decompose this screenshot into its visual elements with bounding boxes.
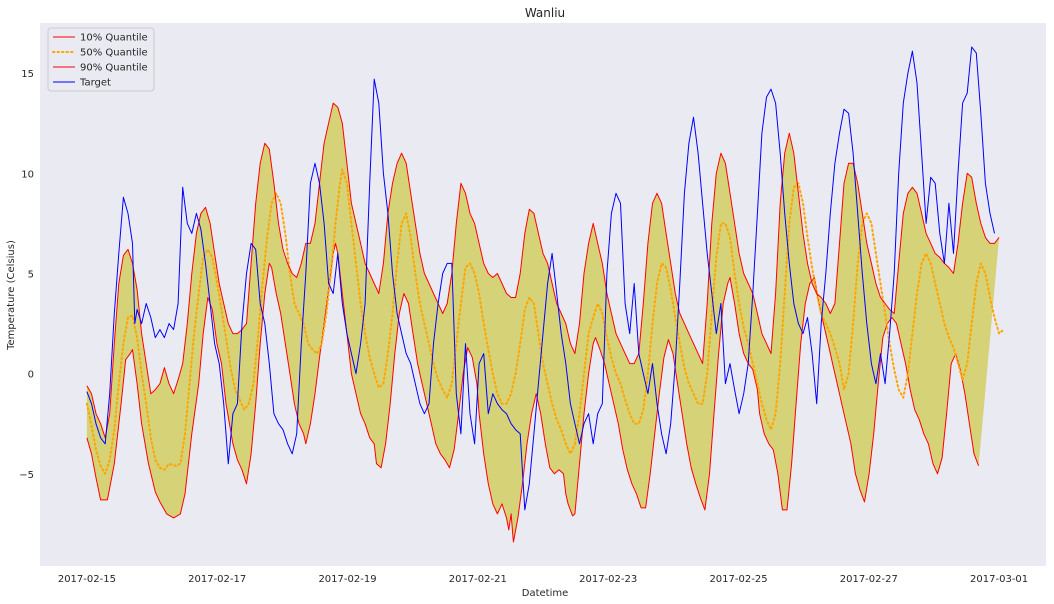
chart-title: Wanliu (525, 6, 565, 20)
quantile-band (86, 103, 1000, 542)
x-tick-label: 2017-02-23 (579, 574, 637, 585)
legend: 10% Quantile 50% Quantile 90% Quantile Targ… (47, 27, 155, 92)
y-axis-label: Temperature (Celsius) (6, 240, 17, 351)
series-90-quantile (86, 102, 1000, 439)
legend-label: 50% Quantile (80, 48, 148, 59)
series-target (86, 46, 995, 511)
y-tick-label: 15 (21, 69, 34, 80)
tick-labels-layer: 2017-02-15 2017-02-17 2017-02-19 2017-02-21… (19, 69, 1028, 585)
series-50-quantile (85, 168, 1005, 475)
y-tick-label: −5 (19, 470, 34, 481)
x-tick-label: 2017-02-27 (840, 574, 898, 585)
series-10-quantile (86, 242, 980, 543)
quantile-band-layer (86, 103, 1000, 542)
legend-label: Target (79, 78, 111, 89)
x-tick-label: 2017-02-17 (188, 574, 246, 585)
x-tick-label: 2017-02-21 (449, 574, 507, 585)
y-tick-label: 10 (21, 169, 34, 180)
x-tick-label: 2017-02-19 (318, 574, 376, 585)
y-tick-label: 5 (28, 270, 34, 281)
x-tick-label: 2017-03-01 (970, 574, 1028, 585)
series-lines-layer (85, 46, 1005, 543)
x-tick-label: 2017-02-15 (58, 574, 116, 585)
legend-label: 10% Quantile (80, 33, 148, 44)
legend-label: 90% Quantile (80, 63, 148, 74)
legend-box (47, 27, 155, 92)
x-axis-label: Datetime (522, 588, 569, 599)
y-tick-label: 0 (28, 370, 34, 381)
x-tick-label: 2017-02-25 (709, 574, 767, 585)
